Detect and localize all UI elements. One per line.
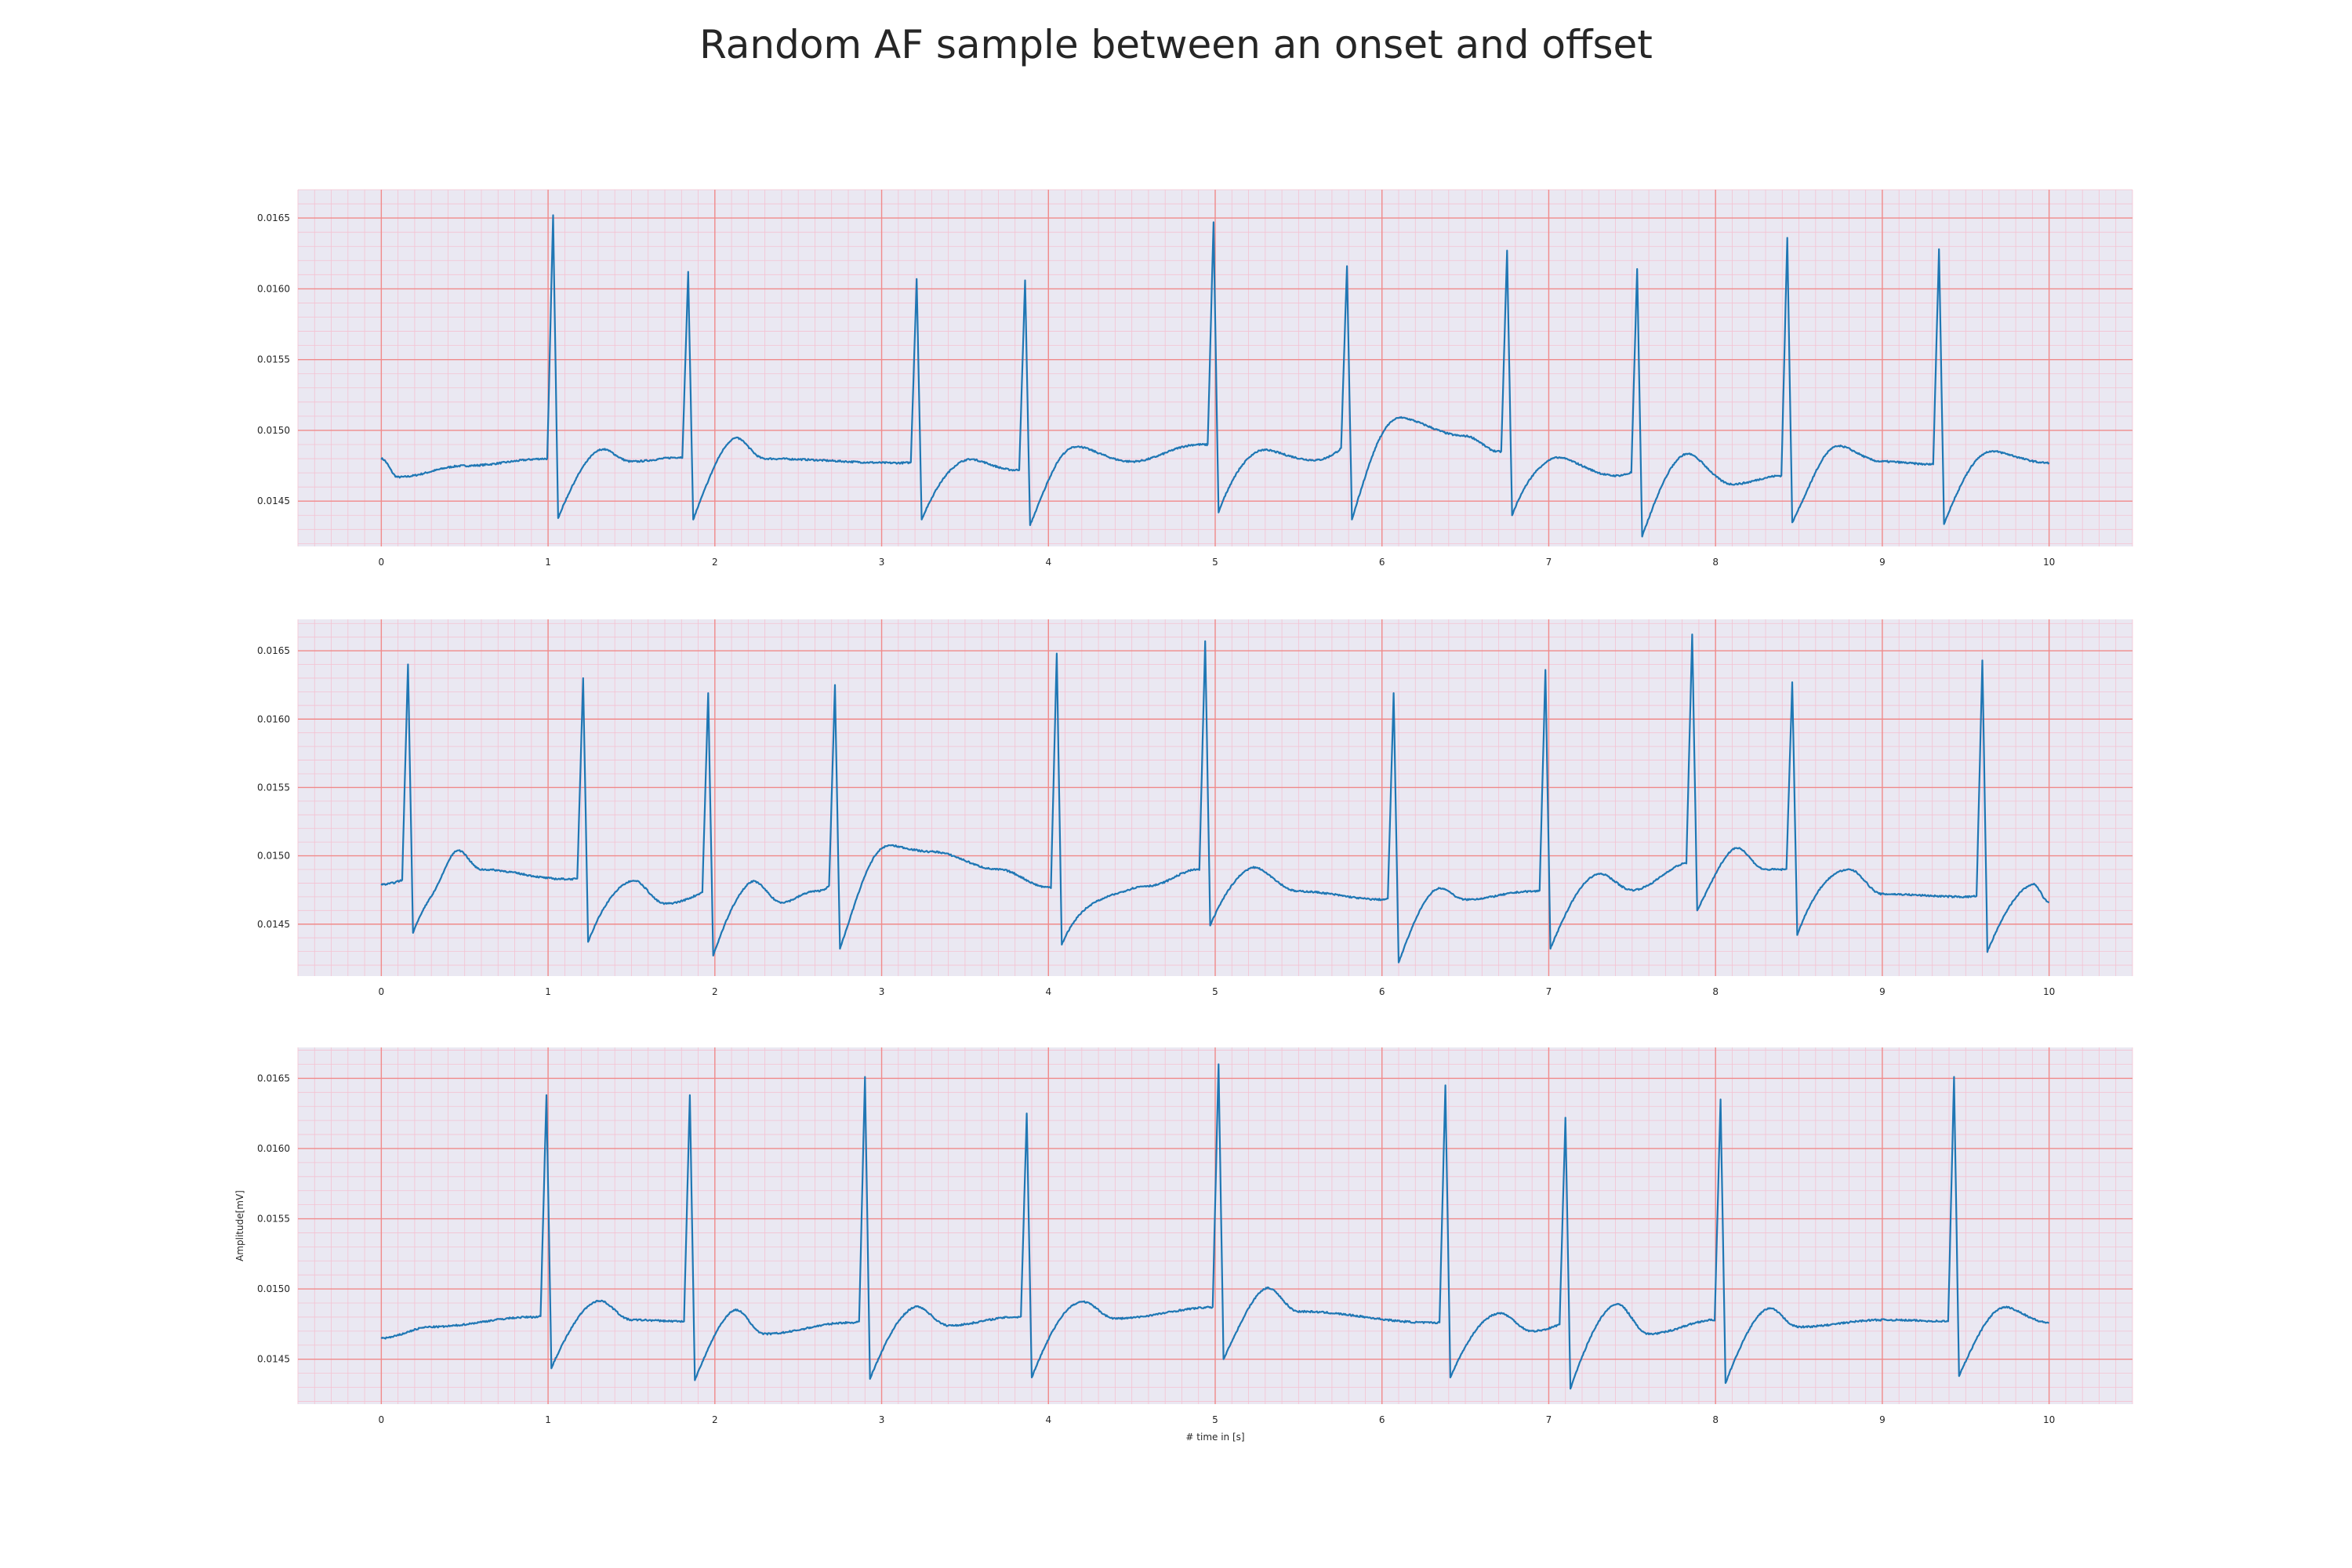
x-tick-label: 9	[1879, 1414, 1886, 1425]
r-peak-point	[1981, 659, 1984, 662]
r-peak-point	[1203, 640, 1207, 643]
x-tick-label: 7	[1546, 1414, 1552, 1425]
ecg-trace-line	[380, 1063, 2050, 1390]
y-tick-label: 0.0160	[257, 283, 290, 294]
chart-title: Random AF sample between an onset and of…	[699, 22, 1653, 67]
x-tick-label: 0	[379, 557, 385, 568]
r-peak-point	[1217, 1062, 1220, 1065]
r-peak-point	[551, 214, 554, 217]
r-peak-point	[1635, 267, 1639, 270]
r-peak-point	[688, 1094, 691, 1097]
x-tick-label: 4	[1045, 1414, 1051, 1425]
panel-3: 0 1 2 3 4 5 6 7 8 9 10 0.0145 0.0150 0.0155 0.0160 0.01…	[234, 1047, 2133, 1443]
x-tick-label: 10	[2043, 986, 2055, 997]
major-grid	[298, 619, 2132, 976]
y-tick-label: 0.0150	[257, 1283, 290, 1294]
x-tick-label: 2	[712, 557, 718, 568]
y-tick-label: 0.0160	[257, 1143, 290, 1154]
x-tick-label: 9	[1879, 557, 1886, 568]
r-peak-point	[1937, 248, 1940, 251]
r-peak-point	[1392, 691, 1396, 695]
x-tick-label: 1	[545, 1414, 551, 1425]
y-tick-label: 0.0165	[257, 212, 290, 223]
r-peak-point	[1719, 1098, 1722, 1101]
x-tick-label: 5	[1212, 1414, 1218, 1425]
panel-1: 0 1 2 3 4 5 6 7 8 9 10 0.0145 0.0150 0.0155 0.0160 0.01…	[257, 189, 2133, 568]
panel-2: 0 1 2 3 4 5 6 7 8 9 10 0.0145 0.0150 0.0155 0.0160 0.01…	[257, 619, 2133, 997]
r-peak-point	[1564, 1116, 1567, 1120]
r-peak-point	[582, 677, 585, 680]
r-peak-point	[706, 691, 710, 695]
x-tick-label: 8	[1712, 557, 1719, 568]
x-tick-label: 3	[879, 986, 885, 997]
r-peak-point	[406, 663, 409, 666]
r-peak-point	[1544, 669, 1547, 672]
x-tick-label: 8	[1712, 986, 1719, 997]
x-tick-label: 0	[379, 1414, 385, 1425]
x-tick-label: 4	[1045, 986, 1051, 997]
y-tick-label: 0.0145	[257, 1354, 290, 1365]
y-tick-label: 0.0145	[257, 919, 290, 930]
r-peak-point	[1055, 652, 1058, 655]
r-peak-point	[1444, 1083, 1447, 1087]
r-peak-point	[1786, 236, 1789, 239]
r-peak-point	[833, 684, 837, 687]
x-tick-label: 6	[1379, 557, 1385, 568]
r-peak-point	[1791, 681, 1794, 684]
x-tick-label: 0	[379, 986, 385, 997]
x-tick-label: 5	[1212, 986, 1218, 997]
r-peak-point	[1952, 1076, 1955, 1079]
y-tick-label: 0.0155	[257, 782, 290, 793]
x-tick-label: 7	[1546, 986, 1552, 997]
x-tick-label: 10	[2043, 557, 2055, 568]
y-tick-label: 0.0150	[257, 425, 290, 436]
y-tick-label: 0.0150	[257, 851, 290, 862]
r-peak-point	[863, 1076, 866, 1079]
ecg-trace-line	[380, 633, 2050, 964]
y-tick-label: 0.0155	[257, 1214, 290, 1225]
x-tick-label: 8	[1712, 1414, 1719, 1425]
r-peak-point	[915, 278, 918, 281]
y-axis-label: Amplitude[mV]	[234, 1190, 245, 1261]
r-peak-point	[1690, 633, 1693, 636]
r-peak-point	[1025, 1112, 1029, 1115]
x-axis-label: # time in [s]	[1185, 1432, 1244, 1443]
x-tick-label: 6	[1379, 986, 1385, 997]
x-tick-label: 3	[879, 1414, 885, 1425]
x-tick-label: 5	[1212, 557, 1218, 568]
r-peak-point	[687, 270, 690, 274]
ecg-trace-line	[380, 214, 2050, 538]
x-tick-label: 1	[545, 986, 551, 997]
y-tick-label: 0.0155	[257, 354, 290, 365]
r-peak-point	[1505, 249, 1508, 252]
x-tick-label: 7	[1546, 557, 1552, 568]
r-peak-point	[1345, 265, 1348, 268]
y-tick-label: 0.0165	[257, 1073, 290, 1083]
y-tick-label: 0.0145	[257, 495, 290, 506]
r-peak-point	[1023, 279, 1026, 282]
x-tick-label: 9	[1879, 986, 1886, 997]
x-tick-label: 3	[879, 557, 885, 568]
y-tick-label: 0.0165	[257, 645, 290, 656]
r-peak-point	[1212, 221, 1215, 224]
x-tick-label: 6	[1379, 1414, 1385, 1425]
x-tick-label: 4	[1045, 557, 1051, 568]
x-tick-label: 2	[712, 986, 718, 997]
x-tick-label: 1	[545, 557, 551, 568]
x-tick-label: 2	[712, 1414, 718, 1425]
r-peak-point	[545, 1094, 548, 1097]
y-tick-label: 0.0160	[257, 713, 290, 724]
x-tick-label: 10	[2043, 1414, 2055, 1425]
